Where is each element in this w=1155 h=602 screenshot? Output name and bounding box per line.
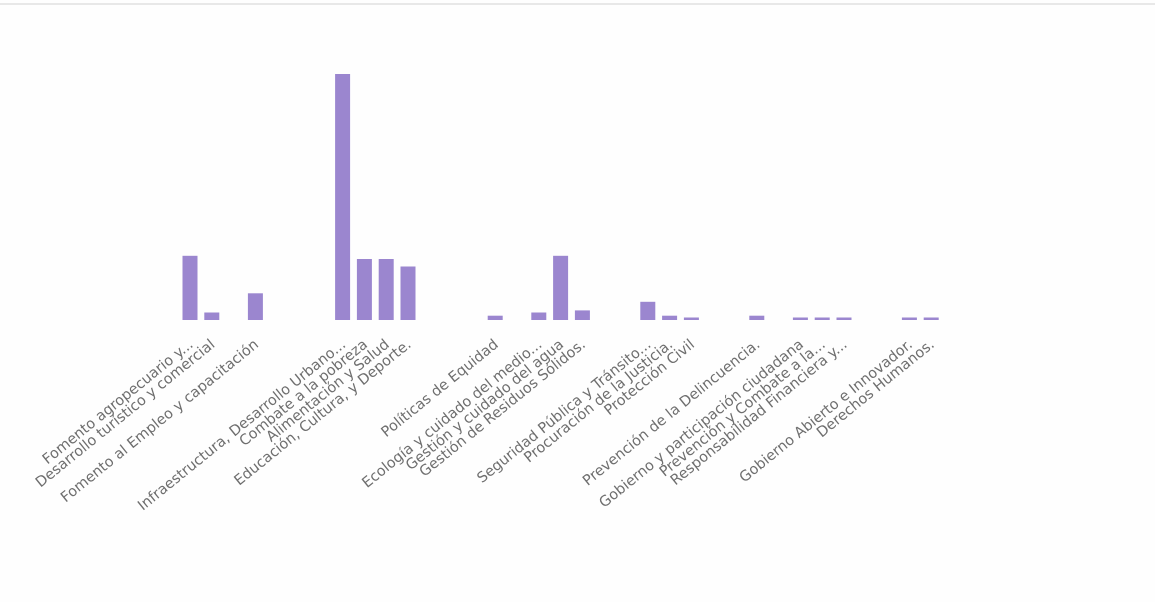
bar-22 [662, 315, 678, 320]
bar-3 [247, 293, 263, 320]
bar-16 [531, 312, 547, 320]
bar-7 [335, 74, 351, 320]
bar-1 [204, 312, 220, 320]
bar-23 [683, 317, 699, 320]
bars-group [182, 74, 939, 320]
bar-0 [182, 255, 198, 320]
bar-18 [574, 310, 590, 320]
bar-8 [356, 259, 372, 320]
bar-17 [553, 255, 569, 320]
bar-28 [792, 317, 808, 320]
x-tick-labels-group: Fomento agropecuario y...Desarrollo turí… [33, 337, 938, 514]
bar-30 [836, 317, 852, 320]
bar-26 [749, 315, 765, 320]
bar-10 [400, 266, 416, 320]
bar-33 [901, 317, 917, 320]
bar-9 [378, 259, 394, 320]
bar-34 [923, 317, 939, 320]
bar-29 [814, 317, 830, 320]
bar-21 [640, 301, 656, 320]
bar-14 [487, 315, 503, 320]
